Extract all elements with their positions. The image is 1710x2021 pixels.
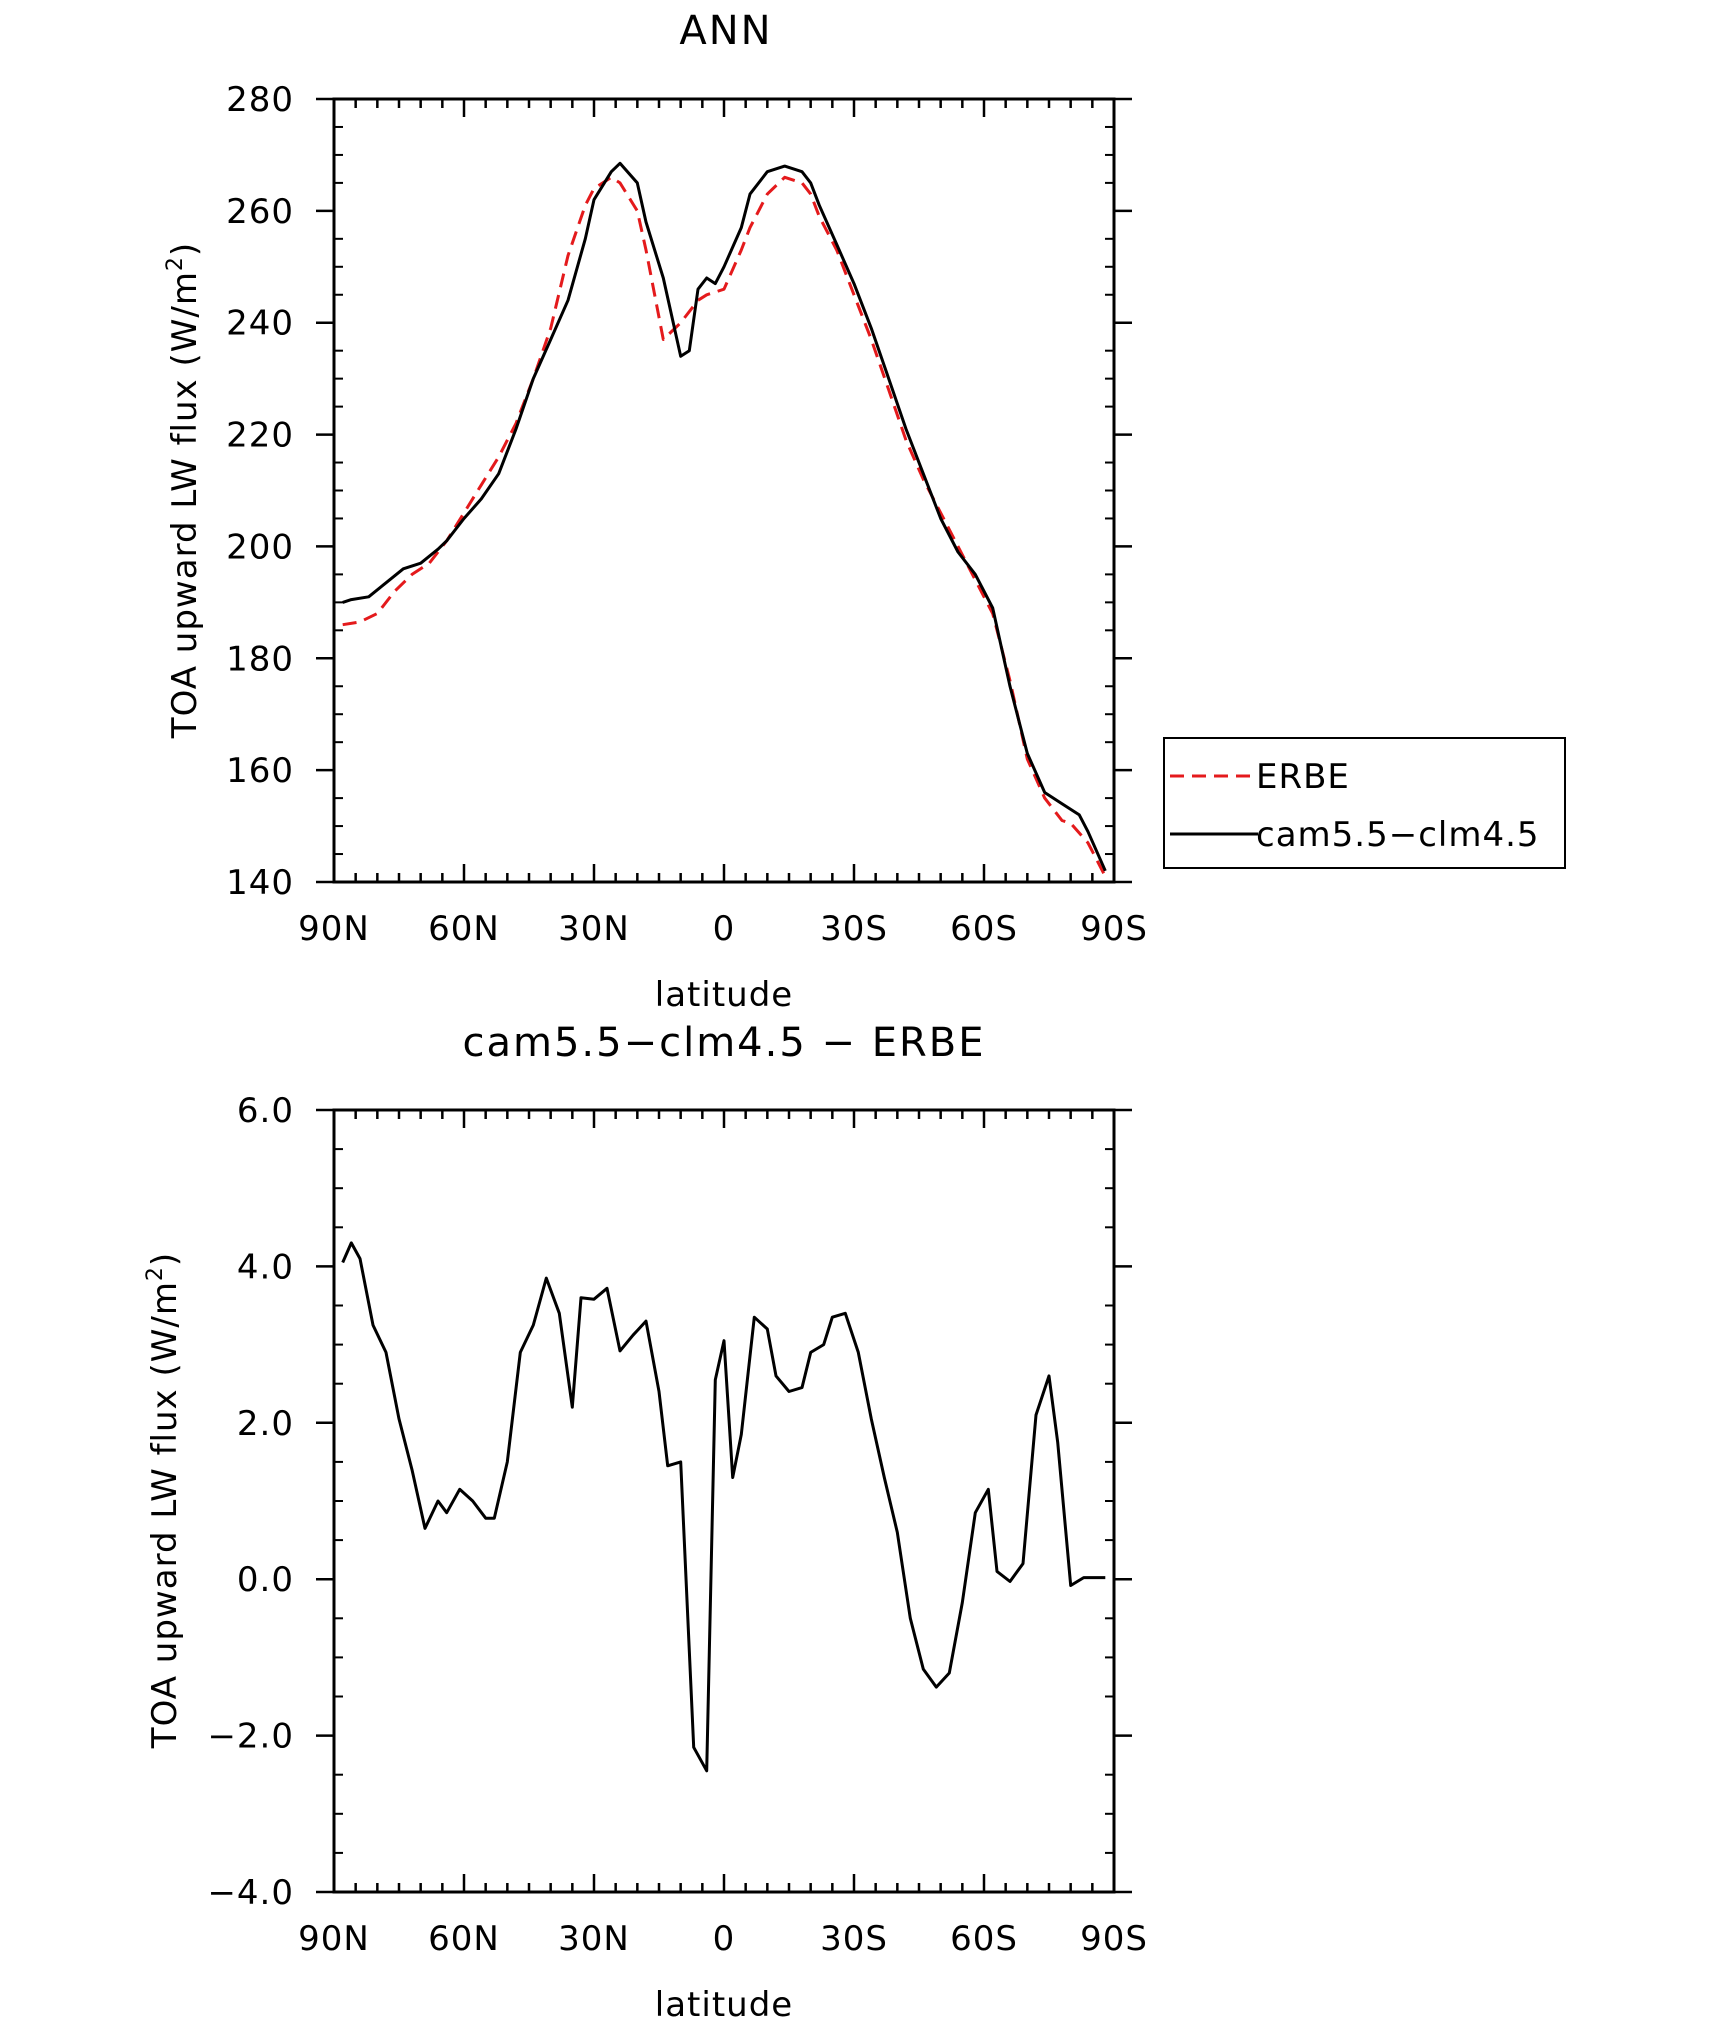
top-y-tick-label: 280: [226, 80, 294, 120]
top-y-tick-label: 260: [226, 192, 294, 232]
top-y-tick-labels: 140 160 180 200 220 240 260 280: [226, 80, 294, 903]
top-x-tick-labels: 90N 60N 30N 0 30S 60S 90S: [298, 909, 1148, 949]
top-y-tick-label: 160: [226, 751, 294, 791]
top-x-tick-label: 60S: [950, 909, 1018, 949]
legend-erbe-label: ERBE: [1256, 757, 1350, 797]
top-chart-title: ANN: [679, 8, 772, 54]
bottom-panel: cam5.5−clm4.5 − ERBE 90N 60N 30N 0 30S 60S 90S…: [143, 1020, 1148, 2021]
top-series-group: [342, 161, 1107, 878]
bottom-x-tick-label: 0: [713, 1919, 736, 1959]
top-y-tick-label: 140: [226, 863, 294, 903]
bottom-series-group: [341, 1241, 1106, 1773]
bottom-y-tick-label: −2.0: [207, 1717, 294, 1757]
bottom-x-tick-labels: 90N 60N 30N 0 30S 60S 90S: [298, 1919, 1148, 1959]
top-legend: ERBE cam5.5−clm4.5: [1163, 737, 1566, 869]
bottom-y-tick-label: 6.0: [237, 1091, 294, 1131]
bottom-x-tick-label: 90N: [298, 1919, 370, 1959]
bottom-x-tick-label: 30N: [558, 1919, 630, 1959]
top-y-tick-label: 240: [226, 304, 294, 344]
top-y-axis-title: TOA upward LW flux (W/m2): [163, 242, 205, 739]
bottom-x-tick-label: 60N: [428, 1919, 500, 1959]
top-y-tick-label: 180: [226, 639, 294, 679]
top-y-tick-label: 220: [226, 416, 294, 456]
top-x-tick-label: 90N: [298, 909, 370, 949]
bottom-chart-title: cam5.5−clm4.5 − ERBE: [462, 1020, 985, 1066]
bottom-x-tick-label: 30S: [820, 1919, 888, 1959]
bottom-y-tick-label: 2.0: [237, 1404, 294, 1444]
bottom-x-tick-label: 60S: [950, 1919, 1018, 1959]
top-y-tick-label: 200: [226, 527, 294, 567]
top-x-axis-title: latitude: [655, 975, 793, 1015]
top-x-tick-label: 0: [713, 909, 736, 949]
bottom-series-line-0: [341, 1241, 1106, 1773]
top-x-tick-label: 90S: [1080, 909, 1148, 949]
bottom-y-tick-labels: −4.0 −2.0 0.0 2.0 4.0 6.0: [207, 1091, 294, 1913]
top-axis-ticks: [316, 97, 1132, 884]
top-x-tick-label: 30S: [820, 909, 888, 949]
top-legend-box: [1163, 737, 1566, 869]
legend-model-label: cam5.5−clm4.5: [1256, 815, 1540, 855]
top-x-tick-label: 60N: [428, 909, 500, 949]
bottom-x-tick-label: 90S: [1080, 1919, 1148, 1959]
bottom-y-tick-label: −4.0: [207, 1873, 294, 1913]
top-panel: ANN 90N 60N 30N 0 30S 60S 90S 140 160 180 200 220 2…: [163, 8, 1566, 1015]
bottom-plot-frame: [332, 1108, 1116, 1894]
top-plot-frame: [332, 97, 1116, 884]
top-series-line-erbe: [342, 175, 1107, 878]
bottom-y-axis-title: TOA upward LW flux (W/m2): [143, 1252, 185, 1749]
top-series-line-cam5-5-clm4-5: [342, 161, 1107, 872]
top-x-tick-label: 30N: [558, 909, 630, 949]
bottom-x-axis-title: latitude: [655, 1985, 793, 2021]
bottom-y-tick-label: 0.0: [237, 1560, 294, 1600]
bottom-y-tick-label: 4.0: [237, 1247, 294, 1287]
